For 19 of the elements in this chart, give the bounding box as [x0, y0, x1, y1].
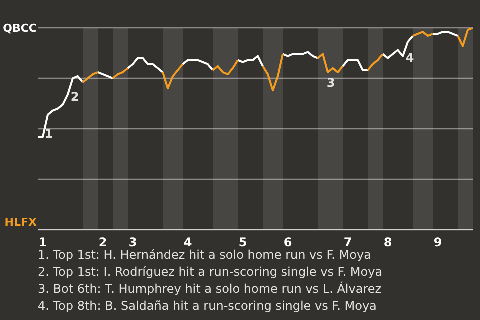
x-tick-label: 6 [284, 236, 292, 250]
annotation: 1 [44, 127, 54, 141]
x-tick-label: 4 [184, 236, 192, 250]
text: 1. Top 1st: H. Hernández hit a solo home run vs F. Moya [38, 247, 372, 264]
x-tick-label: 7 [344, 236, 352, 250]
annotation: 4 [406, 51, 414, 65]
x-tick-label: 8 [384, 236, 392, 250]
x-tick-label: 1 [38, 236, 48, 250]
x-tick-label: 9 [434, 236, 442, 250]
text: 3. Bot 6th: T. Humphrey hit a solo home run vs L. Álvarez [38, 281, 383, 298]
text: HLFX [4, 216, 38, 229]
x-tick-label: 3 [128, 236, 138, 250]
text: 4. Top 8th: B. Saldaña hit a run-scoring single vs F. Moya [38, 298, 378, 315]
annotation: 2 [70, 90, 80, 104]
text: QBCC [3, 22, 37, 35]
text: 2. Top 1st: I. Rodríguez hit a run-scoring single vs F. Moya [38, 264, 383, 281]
x-tick-label: 2 [98, 236, 108, 250]
x-tick-label: 5 [238, 236, 248, 250]
annotation: 3 [326, 76, 336, 90]
